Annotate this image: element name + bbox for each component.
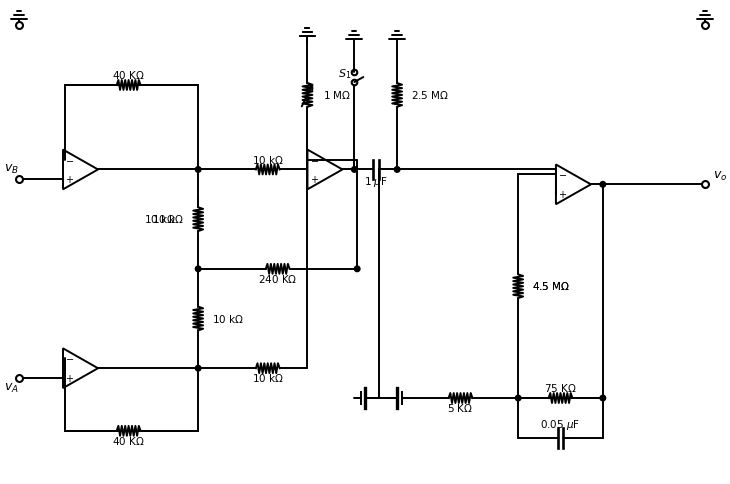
Text: 2.5 M$\Omega$: 2.5 M$\Omega$ [411, 89, 449, 101]
Circle shape [196, 365, 201, 371]
Text: 10 k$\Omega$: 10 k$\Omega$ [153, 213, 184, 225]
Circle shape [196, 166, 201, 172]
Circle shape [352, 166, 357, 172]
Circle shape [515, 395, 521, 401]
Text: $+$: $+$ [558, 189, 567, 200]
Circle shape [196, 266, 201, 272]
Text: 75 K$\Omega$: 75 K$\Omega$ [544, 382, 577, 394]
Text: $+$: $+$ [66, 373, 74, 384]
Text: $S_1$: $S_1$ [338, 67, 351, 81]
Circle shape [354, 266, 360, 272]
Text: $v_A$: $v_A$ [4, 381, 19, 394]
Text: $v_o$: $v_o$ [713, 170, 727, 183]
Text: 0.05 $\mu$F: 0.05 $\mu$F [540, 418, 580, 432]
Text: $-$: $-$ [66, 353, 74, 363]
Text: 10 k$\Omega$: 10 k$\Omega$ [252, 153, 284, 166]
Text: $+$: $+$ [310, 174, 319, 185]
Text: 4.5 M$\Omega$: 4.5 M$\Omega$ [532, 280, 570, 292]
Text: 10 k$\Omega$: 10 k$\Omega$ [145, 213, 177, 225]
Text: 10 k$\Omega$: 10 k$\Omega$ [212, 313, 244, 325]
Text: 4.5 M$\Omega$: 4.5 M$\Omega$ [532, 280, 570, 292]
Text: $v_B$: $v_B$ [4, 163, 19, 176]
Text: 5 K$\Omega$: 5 K$\Omega$ [447, 402, 474, 414]
Text: 40 K$\Omega$: 40 K$\Omega$ [112, 69, 145, 81]
Circle shape [600, 395, 606, 401]
Text: 1 $\mu$F: 1 $\mu$F [364, 175, 388, 189]
Text: $-$: $-$ [310, 154, 319, 165]
Text: $-$: $-$ [66, 154, 74, 165]
Text: 10 k$\Omega$: 10 k$\Omega$ [252, 372, 284, 384]
Circle shape [394, 166, 400, 172]
Text: 40 K$\Omega$: 40 K$\Omega$ [112, 435, 145, 447]
Text: 240 K$\Omega$: 240 K$\Omega$ [258, 273, 297, 285]
Text: $-$: $-$ [558, 169, 567, 180]
Text: $+$: $+$ [66, 174, 74, 185]
Circle shape [600, 182, 606, 187]
Text: 1 M$\Omega$: 1 M$\Omega$ [323, 89, 352, 101]
